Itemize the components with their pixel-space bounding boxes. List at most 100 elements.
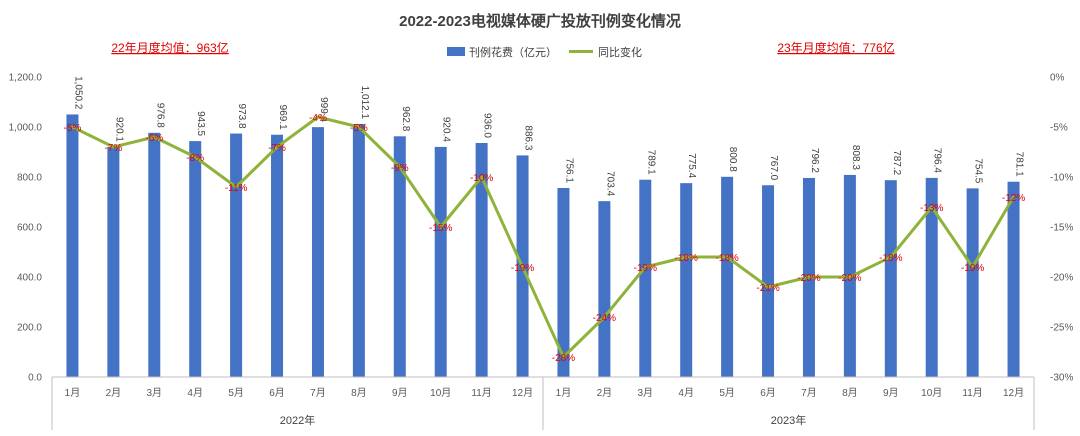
line-point [316, 115, 320, 119]
bar-value-label: 920.1 [113, 117, 124, 142]
line-point [152, 135, 156, 139]
bar-value-label: 1,050.2 [72, 76, 83, 110]
line-point [725, 255, 729, 259]
x-tick-label: 10月 [430, 387, 451, 399]
y-left-tick-label: 1,200.0 [9, 73, 43, 84]
legend-line-label: 同比变化 [598, 45, 642, 59]
bar-value-label: 756.1 [563, 158, 574, 183]
bar [639, 179, 652, 377]
bar-value-label: 920.4 [441, 117, 452, 142]
x-tick-label: 1月 [556, 387, 572, 399]
line-point [275, 145, 279, 149]
bar-value-label: 808.3 [850, 145, 861, 170]
y-right-tick-label: 0% [1050, 73, 1065, 84]
line-point [70, 125, 74, 129]
bar [884, 180, 897, 377]
bar-value-label: 781.1 [1014, 152, 1025, 177]
y-left-tick-label: 400.0 [17, 273, 42, 284]
y-axis-right: -30% -25% -20% -15% -10% -5% 0% [1050, 73, 1073, 384]
line-series [70, 115, 1016, 359]
y-left-tick-label: 200.0 [17, 323, 42, 334]
bar-value-label: 999.4 [318, 97, 329, 122]
line-point [1012, 195, 1016, 199]
line-value-label: -18% [675, 253, 698, 264]
x-axis: 1月 2月 3月 4月 5月 6月 7月 8月 9月 10月 11月 12月 1月 2月 3月 4月 5月 6月 7… [51, 376, 1035, 430]
bar-value-label: 789.1 [645, 150, 656, 175]
x-tick-label: 7月 [310, 387, 326, 399]
line-value-label: -21% [756, 283, 779, 294]
y-right-tick-label: -30% [1050, 373, 1073, 384]
bar-value-label: 962.8 [400, 106, 411, 131]
line-value-label: -4% [309, 113, 327, 124]
bar-value-label: 943.5 [195, 111, 206, 136]
bar [475, 143, 488, 377]
line-point [193, 155, 197, 159]
line-value-label: -7% [268, 143, 286, 154]
y-right-tick-label: -10% [1050, 173, 1073, 184]
bar [557, 187, 570, 377]
y-left-tick-label: 800.0 [17, 173, 42, 184]
x-tick-label: 7月 [801, 387, 817, 399]
line-value-label: -13% [920, 203, 943, 214]
bar [352, 123, 365, 377]
line-point [398, 165, 402, 169]
y-left-tick-label: 0.0 [28, 373, 42, 384]
bar [107, 146, 120, 377]
x-tick-label: 10月 [921, 387, 942, 399]
bar [311, 127, 324, 378]
bar-value-label: 767.0 [768, 155, 779, 180]
bar-value-label: 973.8 [236, 104, 247, 129]
line-point [848, 275, 852, 279]
bar-value-label: 886.3 [523, 125, 534, 150]
line-value-label: -9% [391, 163, 409, 174]
y-right-tick-label: -5% [1050, 123, 1068, 134]
legend-bar-swatch [447, 47, 465, 56]
y-axis-left: 0.0 200.0 400.0 600.0 800.0 1,000.0 1,200.0 [9, 73, 43, 384]
bar [721, 176, 734, 377]
bar [189, 141, 202, 377]
bar [1007, 181, 1020, 377]
y-left-tick-label: 600.0 [17, 223, 42, 234]
line-value-label: -19% [961, 263, 984, 274]
bar [434, 146, 447, 377]
bar [66, 114, 79, 377]
x-tick-label: 12月 [1003, 387, 1024, 399]
line-point [807, 275, 811, 279]
bar-series [66, 114, 1020, 378]
legend: 刊例花费（亿元） 同比变化 [447, 45, 642, 59]
bar [966, 188, 979, 377]
x-tick-label: 5月 [228, 387, 244, 399]
bar-value-label: 787.2 [891, 150, 902, 175]
line-point [234, 185, 238, 189]
legend-bar-label: 刊例花费（亿元） [469, 45, 557, 59]
line-point [971, 265, 975, 269]
x-tick-label: 3月 [638, 387, 654, 399]
bar-value-label: 936.0 [482, 113, 493, 138]
x-tick-label: 11月 [962, 387, 982, 399]
bar [925, 177, 938, 377]
line-value-label: -15% [429, 223, 452, 234]
x-group-label: 2022年 [280, 413, 315, 427]
bar [230, 133, 243, 377]
x-tick-label: 9月 [392, 387, 408, 399]
x-tick-label: 2月 [106, 387, 122, 399]
x-tick-label: 8月 [351, 387, 367, 399]
line-value-label: -10% [470, 173, 493, 184]
x-tick-label: 9月 [883, 387, 899, 399]
bar [148, 132, 161, 377]
line-value-label: -6% [145, 133, 163, 144]
line-point [684, 255, 688, 259]
line-value-label: -19% [511, 263, 534, 274]
line-point [561, 355, 565, 359]
line-value-label: -8% [186, 153, 204, 164]
bar [598, 201, 611, 377]
line-value-label: -18% [879, 253, 902, 264]
line-value-label: -28% [552, 353, 575, 364]
y-left-tick-label: 1,000.0 [9, 123, 43, 134]
bar [680, 183, 693, 377]
x-tick-label: 1月 [65, 387, 81, 399]
line-point [889, 255, 893, 259]
line-value-label: -19% [634, 263, 657, 274]
line-value-label: -7% [104, 143, 122, 154]
line-value-label: -12% [1002, 193, 1025, 204]
